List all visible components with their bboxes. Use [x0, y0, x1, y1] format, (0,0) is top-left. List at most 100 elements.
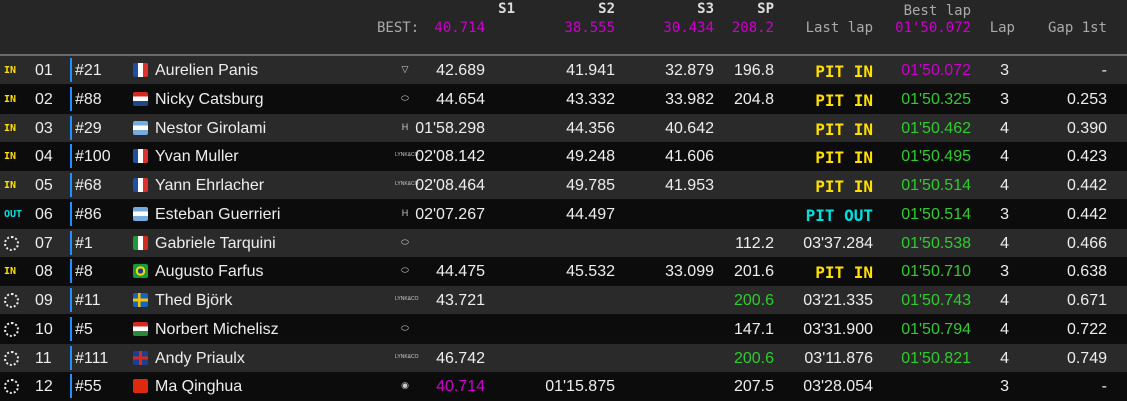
best-lap: 01'50.821 — [901, 349, 971, 367]
netherlands-flag-icon — [133, 91, 148, 106]
team-color-bar — [70, 374, 72, 399]
col-s2: S2 — [598, 1, 615, 17]
last-lap: PIT IN — [815, 263, 873, 283]
lap-count: 3 — [1000, 90, 1009, 108]
gap-first: 0.253 — [1066, 90, 1107, 108]
lap-count: 4 — [1000, 292, 1009, 309]
best-lap: 01'50.794 — [901, 320, 971, 338]
team-color-bar — [70, 173, 72, 197]
lap-count: 4 — [1000, 177, 1009, 194]
sector-1: 40.714 — [436, 378, 485, 396]
china-flag-icon — [133, 379, 148, 394]
last-lap: 03'21.335 — [803, 292, 873, 309]
lap-count: 3 — [1000, 62, 1009, 79]
last-lap: PIT IN — [815, 148, 873, 168]
pit-status: IN — [4, 93, 17, 105]
sector-1: 43.721 — [436, 292, 485, 309]
argentina-flag-icon — [133, 206, 148, 221]
col-lap: Lap — [989, 20, 1015, 36]
driver-name: Nestor Girolami — [155, 119, 267, 137]
running-icon — [4, 321, 19, 337]
gap-first: 0.749 — [1066, 349, 1107, 367]
best-s1: 40.714 — [434, 20, 485, 36]
sector-3: 41.606 — [665, 148, 714, 166]
cupra-icon: ▽ — [401, 64, 409, 74]
sector-3: 33.099 — [665, 263, 714, 281]
speed: 200.6 — [733, 349, 774, 367]
best-lap: 01'50.325 — [901, 90, 971, 108]
best-lap: 01'50.072 — [901, 62, 971, 79]
table-row[interactable]: IN 05 #68 Yann Ehrlacher LYNK&CO 02'08.464 49.… — [0, 171, 1127, 199]
car-number: #68 — [75, 177, 102, 194]
position: 10 — [35, 320, 53, 338]
uk-flag-icon — [133, 350, 148, 365]
france-flag-icon — [133, 149, 148, 164]
table-row[interactable]: 07 #1 Gabriele Tarquini ⬭ 112.2 03'37.284 01'5… — [0, 228, 1127, 257]
team-color-bar — [70, 58, 72, 82]
table-row[interactable]: IN 01 #21 Aurelien Panis ▽ 42.689 41.941 32.879… — [0, 56, 1127, 84]
driver-name: Yvan Muller — [155, 148, 239, 166]
last-lap: 03'37.284 — [803, 234, 873, 252]
table-row[interactable]: 11 #111 Andy Priaulx LYNK&CO 46.742 200.6 03'1… — [0, 343, 1127, 372]
best-lap: 01'50.538 — [901, 234, 971, 252]
lap-count: 4 — [1000, 349, 1009, 367]
table-row[interactable]: 10 #5 Norbert Michelisz ⬭ 147.1 03'31.900 01'5… — [0, 314, 1127, 343]
speed: 196.8 — [733, 62, 774, 79]
lynkco-icon: LYNK&CO — [395, 296, 419, 302]
last-lap: 03'31.900 — [803, 320, 873, 338]
france-flag-icon — [133, 178, 148, 192]
driver-name: Ma Qinghua — [155, 378, 243, 396]
honda-icon: H — [401, 121, 409, 132]
lap-count: 3 — [1000, 378, 1009, 396]
position: 06 — [35, 205, 53, 223]
running-icon — [4, 235, 19, 251]
position: 08 — [35, 263, 53, 281]
lap-count: 4 — [1000, 148, 1009, 166]
position: 04 — [35, 148, 53, 166]
gap-first: - — [1101, 62, 1107, 79]
car-number: #11 — [75, 292, 101, 309]
lap-count: 3 — [1000, 205, 1009, 223]
col-s3: S3 — [697, 1, 714, 17]
table-row[interactable]: IN 04 #100 Yvan Muller LYNK&CO 02'08.142 49.24… — [0, 142, 1127, 171]
sector-2: 45.532 — [566, 263, 615, 281]
car-number: #111 — [75, 349, 109, 367]
lynkco-icon: LYNK&CO — [395, 152, 419, 159]
position: 05 — [35, 177, 53, 194]
table-row[interactable]: IN 02 #88 Nicky Catsburg ⬭ 44.654 43.332 33.982… — [0, 84, 1127, 113]
car-number: #100 — [75, 148, 111, 166]
driver-name: Norbert Michelisz — [155, 320, 279, 338]
team-color-bar — [70, 201, 72, 226]
table-row[interactable]: 12 #55 Ma Qinghua ◉ 40.714 01'15.875 207.5 03'2… — [0, 372, 1127, 401]
table-row[interactable]: IN 03 #29 Nestor Girolami H 01'58.298 44.356 40… — [0, 113, 1127, 142]
col-last-lap: Last lap — [805, 20, 873, 36]
last-lap: PIT IN — [815, 62, 873, 81]
last-lap: PIT IN — [815, 177, 873, 196]
lap-count: 4 — [1000, 119, 1009, 137]
position: 12 — [35, 378, 53, 396]
position: 11 — [35, 349, 52, 367]
sweden-flag-icon — [133, 293, 148, 307]
table-row[interactable]: 09 #11 Thed Björk LYNK&CO 43.721 200.6 03'21.3… — [0, 286, 1127, 314]
col-sp: SP — [757, 1, 774, 17]
sector-3: 32.879 — [665, 62, 714, 79]
best-sp: 208.2 — [731, 20, 774, 36]
hyundai-icon: ⬭ — [401, 265, 409, 276]
position: 09 — [35, 292, 53, 309]
table-header: BEST: S1 40.714 S2 38.555 S3 30.434 SP 2… — [0, 0, 1127, 56]
running-icon — [4, 350, 19, 366]
table-row[interactable]: IN 08 #8 Augusto Farfus ⬭ 44.475 45.532 33.099 2… — [0, 257, 1127, 286]
table-row[interactable]: OUT 06 #86 Esteban Guerrieri H 02'07.267 44.49… — [0, 199, 1127, 228]
sector-2: 44.497 — [566, 205, 615, 223]
lap-count: 4 — [1000, 234, 1009, 252]
driver-name: Augusto Farfus — [155, 263, 264, 281]
last-lap: PIT IN — [815, 90, 873, 110]
best-s2: 38.555 — [564, 20, 615, 36]
speed: 204.8 — [733, 90, 774, 108]
position: 01 — [35, 62, 53, 79]
sector-1: 02'07.267 — [415, 205, 485, 223]
best-lap-time: 01'50.072 — [895, 20, 971, 36]
sector-1: 46.742 — [436, 349, 485, 367]
best-lap: 01'50.743 — [901, 292, 971, 309]
sector-2: 41.941 — [566, 62, 615, 79]
